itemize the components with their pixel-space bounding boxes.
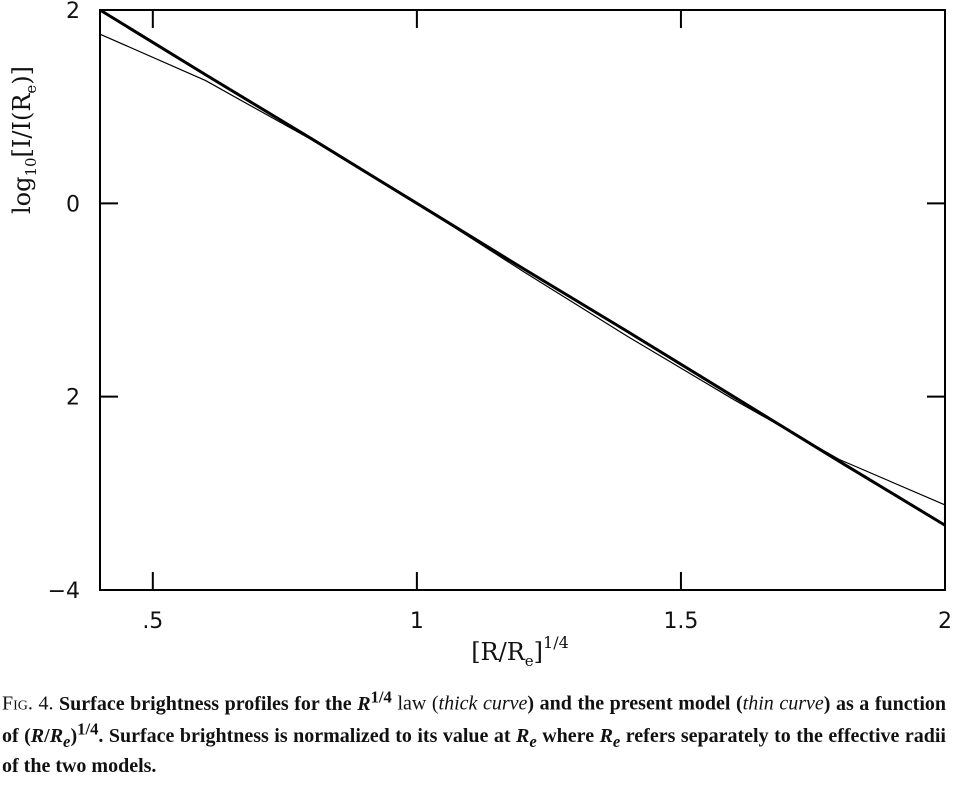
y-tick-label: 2 <box>66 386 80 411</box>
caption-text: ) <box>70 725 78 748</box>
y-label-sub: 10 <box>22 157 40 176</box>
x-tick-label: .5 <box>142 609 163 634</box>
x-axis-label: [R/Re]1/4 <box>471 633 569 670</box>
caption-text: law ( <box>391 692 439 715</box>
caption-text: thin curve <box>742 692 824 715</box>
y-tick-label: 0 <box>66 192 80 217</box>
x-tick-label: 1.5 <box>663 609 698 634</box>
x-label-sup: 1/4 <box>543 633 569 652</box>
caption-text: ) and the present model ( <box>527 692 743 715</box>
caption: Fig. 4. Surface brightness profiles for … <box>2 684 946 779</box>
caption-text: R <box>357 692 371 715</box>
caption-text: Surface brightness profiles for the <box>59 692 358 715</box>
caption-text: refers separately to the effective radii… <box>2 725 946 778</box>
y-label-part: [I/I(R <box>8 93 36 158</box>
caption-text: e <box>612 732 621 752</box>
x-label-part: [R/R <box>471 638 526 666</box>
caption-text: ) as a function of ( <box>2 692 946 748</box>
caption-text: . Surface brightness is normalized to it… <box>98 725 517 748</box>
y-label-part: log <box>8 177 36 215</box>
caption-text: e <box>63 732 71 752</box>
x-label-part: ] <box>534 638 543 666</box>
curve <box>99 33 946 506</box>
caption-text: thick curve <box>438 692 528 715</box>
caption-text: where <box>536 725 600 748</box>
caption-text: R <box>49 725 64 748</box>
caption-text: R <box>599 725 613 748</box>
caption-label: Fig. 4. <box>2 692 54 715</box>
x-tick-label: 1 <box>410 609 424 634</box>
caption-text: 1/4 <box>77 719 99 739</box>
caption-text: R <box>516 725 530 748</box>
y-tick-label: 2 <box>66 0 80 24</box>
y-axis-label: log10[I/I(Re)] <box>8 66 40 214</box>
x-label-sub: e <box>525 652 534 670</box>
y-label-part: )] <box>8 66 36 85</box>
caption-text: R <box>30 725 45 748</box>
caption-text: 1/4 <box>370 687 392 706</box>
plot-frame <box>99 9 946 591</box>
y-label-sub: e <box>22 85 40 94</box>
caption-text: / <box>44 725 50 748</box>
caption-text: e <box>529 732 537 752</box>
y-tick-label: −4 <box>48 579 80 604</box>
x-tick-label: 2 <box>938 609 952 634</box>
